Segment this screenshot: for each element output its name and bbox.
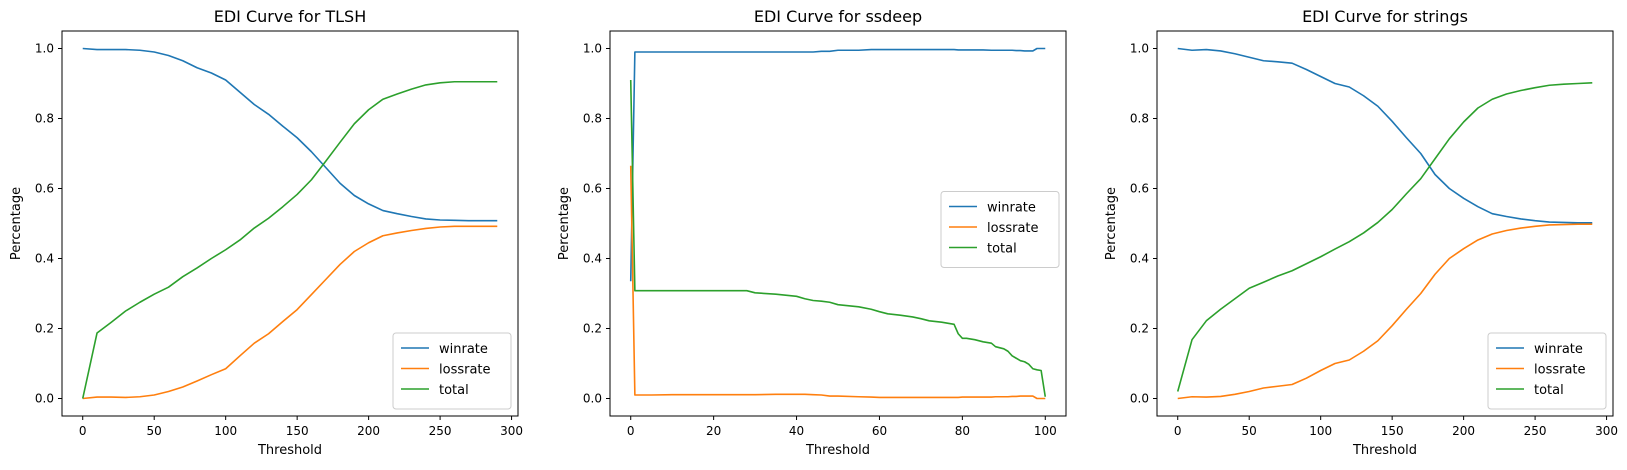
series-line-total (1176, 82, 1593, 392)
y-tick-label: 0.0 (1130, 392, 1149, 406)
y-axis-label: Percentage (557, 187, 572, 260)
x-tick-label: 100 (1034, 424, 1057, 438)
series-line-lossrate (82, 225, 498, 400)
legend-label-winrate: winrate (439, 342, 488, 357)
x-tick-label: 60 (872, 424, 887, 438)
x-tick-label: 250 (1524, 424, 1547, 438)
x-tick-label: 300 (500, 424, 523, 438)
series-line-winrate (629, 47, 1046, 282)
y-tick-label: 0.0 (583, 392, 602, 406)
legend-box (940, 191, 1060, 268)
legend-label-winrate: winrate (1534, 342, 1583, 357)
legend-label-lossrate: lossrate (987, 221, 1039, 236)
x-tick-label: 100 (1309, 424, 1332, 438)
y-axis-label: Percentage (9, 187, 24, 260)
y-tick-label: 0.6 (1130, 182, 1149, 196)
y-tick-label: 0.2 (35, 322, 54, 336)
y-tick-label: 1.0 (1130, 42, 1149, 56)
x-tick-label: 150 (286, 424, 309, 438)
x-tick-label: 200 (1452, 424, 1475, 438)
legend: winrate lossrate total (1487, 332, 1607, 410)
legend: winrate lossrate total (392, 332, 512, 410)
legend-label-winrate: winrate (987, 201, 1036, 216)
series-line-lossrate (629, 165, 1046, 400)
chart-panel-3: EDI Curve for strings 0 50 100 150 200 250 300 0… (1104, 7, 1618, 458)
y-tick-label: 0.0 (35, 392, 54, 406)
legend-label-total: total (439, 383, 469, 398)
chart-title: EDI Curve for ssdeep (754, 7, 922, 26)
y-tick-label: 1.0 (583, 42, 602, 56)
x-tick-label: 100 (214, 424, 237, 438)
legend-box (1487, 332, 1607, 410)
legend-label-total: total (1534, 383, 1564, 398)
x-tick-label: 300 (1595, 424, 1618, 438)
x-tick-label: 50 (147, 424, 162, 438)
series-line-winrate (82, 47, 498, 222)
series-line-total (629, 79, 1047, 397)
y-tick-label: 0.2 (1130, 322, 1149, 336)
y-tick-label: 0.8 (35, 112, 54, 126)
legend-box (392, 332, 512, 410)
chart-title: EDI Curve for strings (1302, 7, 1468, 26)
x-tick-label: 0 (1174, 424, 1182, 438)
y-tick-label: 0.8 (1130, 112, 1149, 126)
legend-label-lossrate: lossrate (439, 363, 491, 378)
x-axis-label: Threshold (257, 443, 322, 458)
x-tick-label: 200 (357, 424, 380, 438)
x-tick-label: 40 (789, 424, 804, 438)
legend-label-total: total (987, 242, 1017, 257)
legend: winrate lossrate total (940, 191, 1060, 268)
series-line-total (81, 80, 498, 399)
y-tick-label: 0.2 (583, 322, 602, 336)
x-axis-label: Threshold (1352, 443, 1417, 458)
axes-frame (61, 30, 519, 417)
chart-title: EDI Curve for TLSH (214, 7, 366, 26)
chart-panel-1: EDI Curve for TLSH 0 50 100 150 200 250 300 0.0 0… (9, 7, 523, 458)
x-tick-label: 150 (1381, 424, 1404, 438)
x-tick-label: 250 (429, 424, 452, 438)
x-tick-label: 80 (955, 424, 970, 438)
chart-panel-2: EDI Curve for ssdeep 0 20 40 60 80 100 0.0 0.2 0.… (557, 7, 1067, 458)
x-tick-label: 0 (627, 424, 635, 438)
y-tick-label: 1.0 (35, 42, 54, 56)
y-tick-label: 0.8 (583, 112, 602, 126)
x-tick-label: 20 (706, 424, 721, 438)
series-line-lossrate (1177, 223, 1593, 400)
y-tick-label: 0.4 (583, 252, 602, 266)
y-axis-label: Percentage (1104, 187, 1119, 260)
y-tick-label: 0.6 (35, 182, 54, 196)
y-tick-label: 0.6 (583, 182, 602, 196)
series-line-winrate (1177, 47, 1593, 224)
legend-label-lossrate: lossrate (1534, 363, 1586, 378)
axes-frame (609, 30, 1067, 417)
y-tick-label: 0.4 (1130, 252, 1149, 266)
x-tick-label: 0 (79, 424, 87, 438)
y-tick-label: 0.4 (35, 252, 54, 266)
x-tick-label: 50 (1242, 424, 1257, 438)
axes-frame (1156, 30, 1614, 417)
x-axis-label: Threshold (805, 443, 870, 458)
